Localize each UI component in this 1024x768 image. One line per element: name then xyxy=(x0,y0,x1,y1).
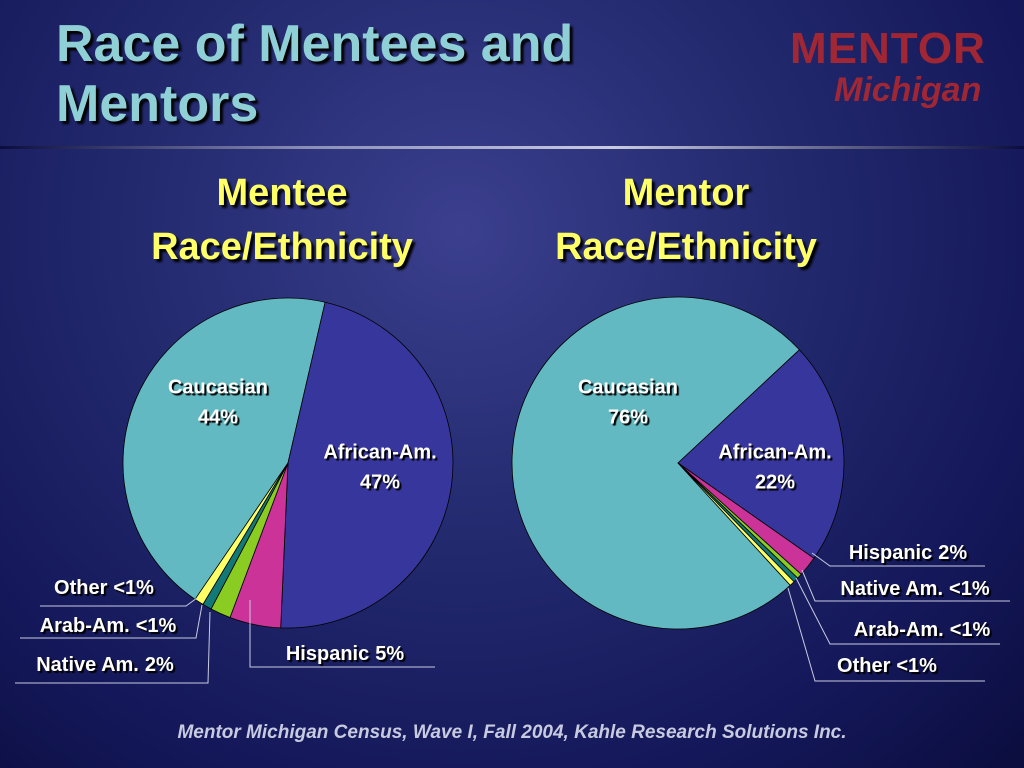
slice-label: Caucasian xyxy=(168,376,268,398)
slice-label-group: Arab-Am. <1% xyxy=(40,615,177,637)
pie-slice xyxy=(511,296,800,630)
logo-line: Michigan xyxy=(834,71,982,109)
slice-value-label: 76% xyxy=(608,406,648,428)
slice-label-group: Hispanic 5% xyxy=(286,643,404,665)
leader-line xyxy=(801,569,1010,602)
slice-label: Hispanic xyxy=(286,643,369,665)
slice-label-group: Native Am. 2% xyxy=(36,654,174,676)
slice-label: African-Am. xyxy=(718,441,831,463)
slice-label: Native Am. xyxy=(840,578,943,600)
leader-line xyxy=(795,577,1000,645)
slice-label: Arab-Am. xyxy=(40,615,130,637)
slice-label-group: Arab-Am. <1% xyxy=(854,619,991,641)
slice-value-label: <1% xyxy=(896,655,937,677)
footer: Mentor Michigan Census, Wave I, Fall 200… xyxy=(177,722,847,743)
leader-line xyxy=(40,597,198,607)
slice-value-label: <1% xyxy=(136,615,177,637)
slice-value-label: <1% xyxy=(113,577,154,599)
slice-label: Caucasian xyxy=(578,376,678,398)
slice-value-label: 5% xyxy=(375,643,404,665)
slice-label-group: Other <1% xyxy=(54,577,154,599)
slice-label: Arab-Am. xyxy=(854,619,944,641)
slice-value-label: <1% xyxy=(950,619,991,641)
title-rule xyxy=(0,146,1024,149)
slide-title: Race of Mentees and Mentors xyxy=(56,15,574,133)
logo-line: MENTOR xyxy=(790,24,986,73)
leader-line xyxy=(249,600,435,668)
slice-label: Other xyxy=(837,655,891,677)
slice-value-label: 2% xyxy=(938,542,967,564)
slice-value-label: 22% xyxy=(755,471,795,493)
leader-line xyxy=(20,604,203,639)
logo: MENTOR Michigan xyxy=(790,24,1000,109)
slice-label-group: Other <1% xyxy=(837,655,937,677)
pie-slice xyxy=(677,349,845,559)
slice-label: Native Am. xyxy=(36,654,139,676)
slice-label: Hispanic xyxy=(849,542,932,564)
pie-slice xyxy=(280,301,454,629)
pie-slice xyxy=(677,462,795,586)
slice-label-group: Native Am. <1% xyxy=(840,578,989,600)
pie-slice xyxy=(122,297,326,600)
slice-value-label: 47% xyxy=(360,471,400,493)
leader-line xyxy=(811,552,985,567)
chart-title: Mentor Race/Ethnicity xyxy=(555,172,817,268)
leader-line xyxy=(787,587,985,682)
slice-label: African-Am. xyxy=(323,441,436,463)
slice-value-label: 2% xyxy=(145,654,174,676)
leader-line xyxy=(15,611,211,684)
slice-value-label: <1% xyxy=(949,578,990,600)
slice-value-label: 44% xyxy=(198,406,238,428)
chart-title: Mentee Race/Ethnicity xyxy=(151,172,413,268)
slice-label: Other xyxy=(54,577,108,599)
slice-label-group: Hispanic 2% xyxy=(849,542,967,564)
